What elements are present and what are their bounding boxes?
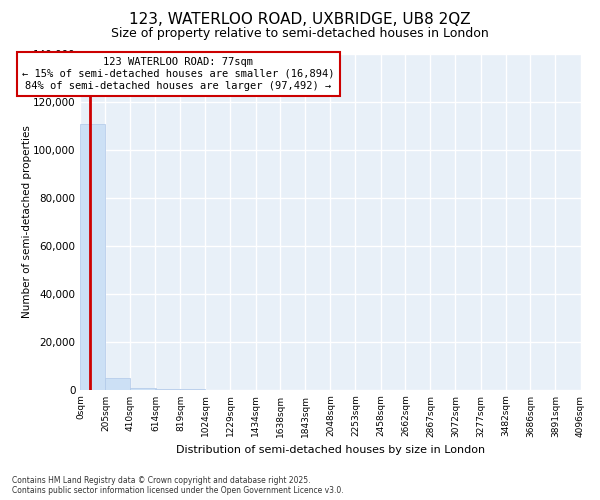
Text: Contains HM Land Registry data © Crown copyright and database right 2025.
Contai: Contains HM Land Registry data © Crown c…	[12, 476, 344, 495]
Text: 123, WATERLOO ROAD, UXBRIDGE, UB8 2QZ: 123, WATERLOO ROAD, UXBRIDGE, UB8 2QZ	[129, 12, 471, 28]
Y-axis label: Number of semi-detached properties: Number of semi-detached properties	[22, 126, 32, 318]
X-axis label: Distribution of semi-detached houses by size in London: Distribution of semi-detached houses by …	[176, 445, 485, 455]
Bar	[80, 124, 106, 390]
Text: 123 WATERLOO ROAD: 77sqm
← 15% of semi-detached houses are smaller (16,894)
84% : 123 WATERLOO ROAD: 77sqm ← 15% of semi-d…	[22, 58, 334, 90]
Bar	[106, 378, 130, 390]
Text: Size of property relative to semi-detached houses in London: Size of property relative to semi-detach…	[111, 28, 489, 40]
Bar	[130, 388, 155, 390]
